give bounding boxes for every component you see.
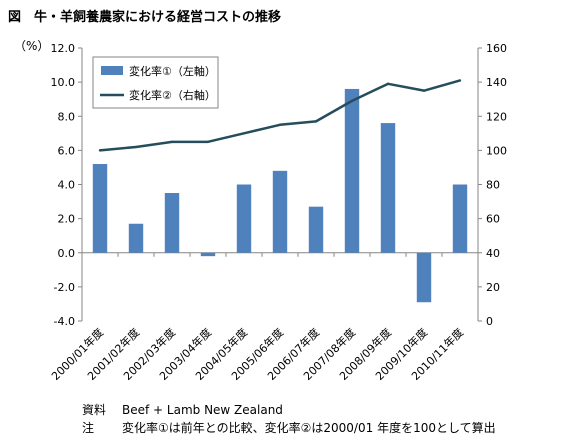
line-point [206, 140, 210, 144]
bar [308, 206, 324, 253]
line-point [386, 82, 390, 86]
y-tick-label: -2.0 [54, 281, 75, 294]
footnote-text: 変化率①は前年との比較、変化率②は2000/01 年度を100として算出 [122, 421, 496, 435]
y2-tick-label: 20 [486, 281, 500, 294]
y2-tick-label: 140 [486, 76, 507, 89]
bar [452, 184, 468, 253]
source-note: 資料 Beef + Lamb New Zealand [82, 401, 496, 419]
legend-box [92, 56, 219, 109]
bar [344, 88, 360, 253]
legend-bar-label: 変化率①（左軸） [129, 64, 216, 78]
y2-tick-label: 120 [486, 110, 507, 123]
y-tick-label: 4.0 [58, 179, 76, 192]
y-tick-label: 12.0 [51, 42, 76, 55]
line-point [242, 132, 246, 135]
line-point [134, 145, 138, 149]
bar [200, 252, 216, 257]
legend-bar-swatch [101, 66, 123, 75]
line-point [314, 120, 318, 123]
y-tick-label: -4.0 [54, 315, 75, 328]
line-point [350, 99, 354, 103]
line-series [98, 79, 462, 152]
line-point [458, 79, 462, 82]
chart: （%） -4.0 -2.0 0.0 2.0 4.0 6.0 8.0 10.0 12.0 0 20 40… [14, 39, 507, 383]
line-point [170, 140, 174, 144]
legend: 変化率①（左軸） 変化率②（右軸） [92, 56, 219, 109]
legend-line-label: 変化率②（右軸） [129, 88, 216, 102]
y-axis-label: （%） [14, 39, 49, 53]
bar [416, 252, 432, 303]
bar [164, 193, 180, 253]
bar [128, 223, 144, 253]
y2-tick-label: 100 [486, 144, 507, 157]
y-tick-label: 6.0 [58, 144, 76, 157]
y2-tick-label: 160 [486, 42, 507, 55]
source-label: 資料 [82, 403, 107, 417]
y-tick-label: 10.0 [51, 76, 76, 89]
y2-tick-label: 40 [486, 247, 500, 260]
source-text: Beef + Lamb New Zealand [122, 403, 283, 417]
y2-tick-label: 60 [486, 213, 500, 226]
footnote: 注 変化率①は前年との比較、変化率②は2000/01 年度を100として算出 [82, 419, 496, 437]
footnote-label: 注 [82, 421, 95, 435]
bar [236, 184, 252, 253]
line-point [278, 123, 282, 126]
y-tick-label: 2.0 [58, 213, 76, 226]
bar [92, 164, 108, 253]
bar [380, 123, 396, 253]
line-point [98, 149, 102, 152]
y-tick-label: 8.0 [58, 110, 76, 123]
chart-title: 図 牛・羊飼養農家における経営コストの推移 [8, 10, 282, 25]
notes: 資料 Beef + Lamb New Zealand 注 変化率①は前年との比較… [82, 401, 496, 437]
bar [272, 170, 288, 253]
y2-tick-label: 80 [486, 179, 500, 192]
line-point [422, 89, 426, 92]
y-tick-label: 0.0 [58, 247, 76, 260]
y2-tick-label: 0 [486, 315, 493, 328]
bar-series [92, 88, 468, 303]
